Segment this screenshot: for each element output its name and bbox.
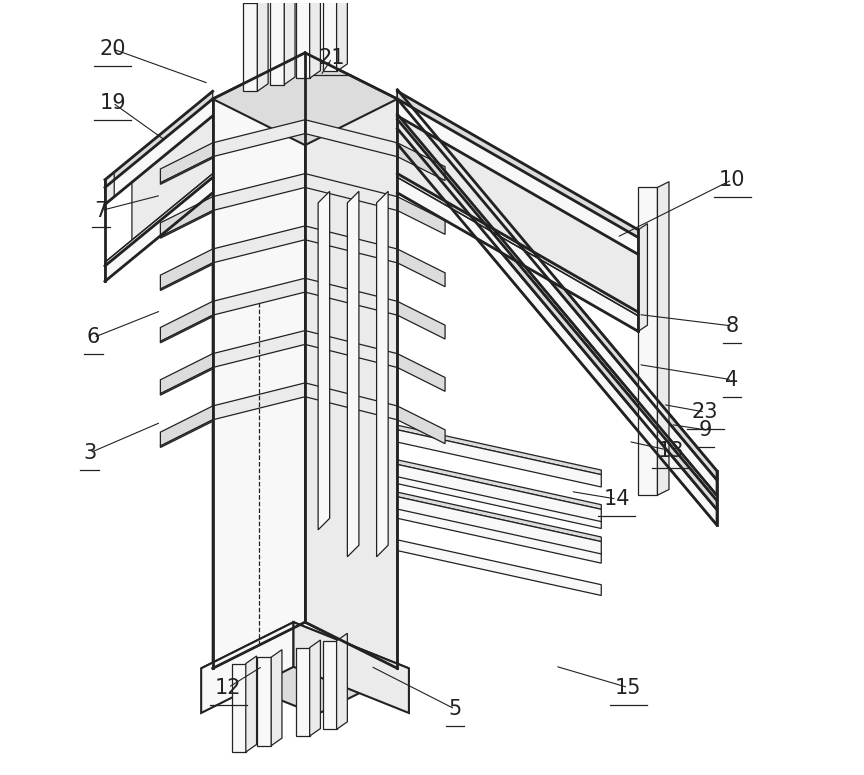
Polygon shape bbox=[397, 177, 638, 332]
Polygon shape bbox=[638, 224, 647, 332]
Polygon shape bbox=[397, 249, 445, 287]
Polygon shape bbox=[161, 315, 213, 343]
Text: 19: 19 bbox=[99, 93, 126, 113]
Polygon shape bbox=[397, 353, 445, 391]
Polygon shape bbox=[638, 188, 658, 495]
Polygon shape bbox=[213, 53, 397, 145]
Polygon shape bbox=[305, 53, 397, 668]
Polygon shape bbox=[323, 0, 337, 71]
Text: 3: 3 bbox=[83, 443, 96, 463]
Polygon shape bbox=[244, 0, 268, 3]
Polygon shape bbox=[377, 191, 388, 556]
Text: 5: 5 bbox=[448, 699, 461, 719]
Polygon shape bbox=[201, 622, 294, 713]
Polygon shape bbox=[309, 640, 321, 736]
Polygon shape bbox=[397, 497, 601, 554]
Polygon shape bbox=[658, 181, 669, 495]
Polygon shape bbox=[105, 99, 213, 205]
Polygon shape bbox=[397, 143, 445, 181]
Polygon shape bbox=[397, 99, 638, 254]
Polygon shape bbox=[397, 464, 601, 522]
Polygon shape bbox=[161, 249, 213, 289]
Polygon shape bbox=[161, 367, 213, 395]
Polygon shape bbox=[161, 420, 213, 447]
Polygon shape bbox=[213, 119, 305, 157]
Polygon shape bbox=[305, 331, 397, 367]
Polygon shape bbox=[305, 383, 397, 420]
Text: 7: 7 bbox=[94, 201, 108, 221]
Polygon shape bbox=[105, 174, 213, 266]
Text: 10: 10 bbox=[719, 170, 746, 190]
Polygon shape bbox=[305, 119, 397, 157]
Polygon shape bbox=[397, 508, 601, 563]
Polygon shape bbox=[318, 191, 330, 530]
Polygon shape bbox=[337, 0, 347, 71]
Polygon shape bbox=[244, 3, 257, 91]
Polygon shape bbox=[397, 406, 445, 443]
Polygon shape bbox=[295, 0, 309, 78]
Text: 12: 12 bbox=[215, 677, 241, 698]
Polygon shape bbox=[397, 129, 717, 525]
Polygon shape bbox=[105, 177, 213, 281]
Polygon shape bbox=[270, 0, 284, 84]
Polygon shape bbox=[213, 331, 305, 367]
Polygon shape bbox=[161, 353, 213, 394]
Polygon shape bbox=[161, 143, 213, 183]
Polygon shape bbox=[397, 174, 638, 316]
Polygon shape bbox=[323, 641, 337, 729]
Polygon shape bbox=[257, 657, 271, 746]
Text: 20: 20 bbox=[99, 39, 126, 59]
Polygon shape bbox=[397, 90, 717, 480]
Polygon shape bbox=[397, 197, 445, 234]
Polygon shape bbox=[397, 116, 638, 316]
Polygon shape bbox=[161, 263, 213, 291]
Polygon shape bbox=[397, 492, 601, 542]
Polygon shape bbox=[397, 91, 638, 237]
Polygon shape bbox=[213, 53, 305, 668]
Polygon shape bbox=[347, 191, 359, 556]
Text: 6: 6 bbox=[86, 328, 100, 347]
Text: 4: 4 bbox=[726, 370, 739, 390]
Polygon shape bbox=[397, 460, 601, 509]
Polygon shape bbox=[161, 406, 213, 446]
Text: 9: 9 bbox=[698, 420, 712, 440]
Polygon shape bbox=[397, 430, 601, 487]
Polygon shape bbox=[213, 226, 305, 263]
Polygon shape bbox=[132, 116, 213, 244]
Polygon shape bbox=[161, 197, 213, 236]
Text: 23: 23 bbox=[692, 402, 718, 422]
Polygon shape bbox=[305, 278, 397, 315]
Polygon shape bbox=[161, 301, 213, 341]
Polygon shape bbox=[337, 633, 347, 729]
Polygon shape bbox=[105, 91, 213, 188]
Text: 15: 15 bbox=[615, 677, 641, 698]
Polygon shape bbox=[161, 157, 213, 184]
Polygon shape bbox=[257, 0, 268, 91]
Polygon shape bbox=[397, 301, 445, 339]
Polygon shape bbox=[397, 425, 601, 474]
Polygon shape bbox=[397, 473, 601, 529]
Polygon shape bbox=[201, 622, 409, 715]
Text: 8: 8 bbox=[726, 316, 739, 336]
Polygon shape bbox=[305, 174, 397, 211]
Polygon shape bbox=[294, 622, 409, 713]
Polygon shape bbox=[245, 656, 257, 752]
Polygon shape bbox=[213, 383, 305, 420]
Polygon shape bbox=[397, 540, 601, 595]
Text: 21: 21 bbox=[319, 48, 346, 68]
Polygon shape bbox=[397, 99, 717, 495]
Polygon shape bbox=[105, 172, 114, 205]
Polygon shape bbox=[232, 663, 245, 752]
Polygon shape bbox=[295, 648, 309, 736]
Polygon shape bbox=[213, 174, 305, 211]
Polygon shape bbox=[397, 119, 717, 509]
Polygon shape bbox=[161, 211, 213, 238]
Polygon shape bbox=[284, 0, 295, 84]
Polygon shape bbox=[271, 649, 282, 746]
Polygon shape bbox=[309, 0, 321, 78]
Text: 14: 14 bbox=[603, 489, 630, 509]
Polygon shape bbox=[213, 278, 305, 315]
Text: 13: 13 bbox=[658, 441, 683, 460]
Polygon shape bbox=[305, 226, 397, 263]
